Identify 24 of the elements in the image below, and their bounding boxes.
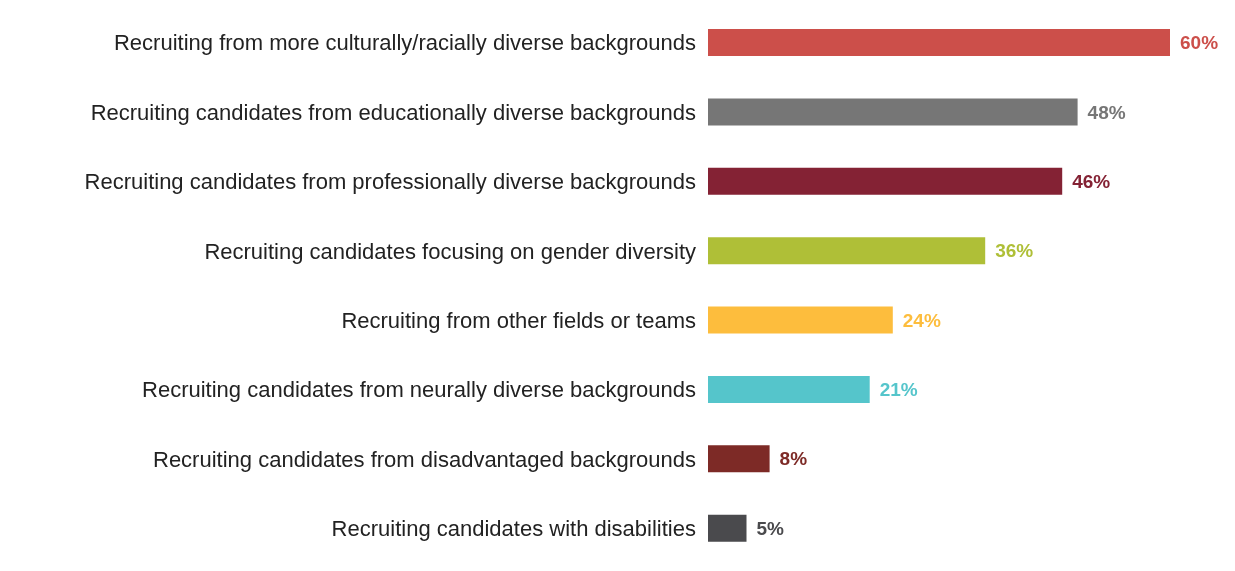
- y-tick-label: Recruiting candidates focusing on gender diversity: [204, 238, 696, 264]
- data-label: 21%: [879, 379, 918, 401]
- bar: [708, 29, 1170, 56]
- bar: [708, 98, 1078, 126]
- y-tick-label: Recruiting from more culturally/racially diverse backgrounds: [113, 30, 696, 56]
- y-tick-label: Recruiting candidates from educationally diverse backgrounds: [90, 99, 696, 125]
- bar: [708, 375, 870, 403]
- data-label: 24%: [902, 309, 941, 331]
- data-label: 36%: [995, 240, 1034, 262]
- y-tick-label: Recruiting candidates from neurally diverse backgrounds: [142, 377, 696, 403]
- bar: [708, 237, 986, 265]
- bar: [708, 445, 770, 473]
- data-label: 8%: [779, 448, 808, 470]
- data-label: 60%: [1180, 32, 1219, 54]
- y-tick-label: Recruiting from other fields or teams: [341, 307, 696, 333]
- y-tick-label: Recruiting candidates with disabilities: [331, 516, 696, 542]
- y-tick-label: Recruiting candidates from professionally diverse backgrounds: [84, 169, 696, 195]
- data-label: 48%: [1087, 101, 1126, 123]
- data-label: 46%: [1072, 170, 1111, 192]
- data-label: 5%: [756, 517, 785, 539]
- bar: [708, 306, 893, 334]
- bar: [708, 514, 747, 542]
- bar: [708, 167, 1063, 195]
- y-tick-label: Recruiting candidates from disadvantaged backgrounds: [153, 446, 696, 472]
